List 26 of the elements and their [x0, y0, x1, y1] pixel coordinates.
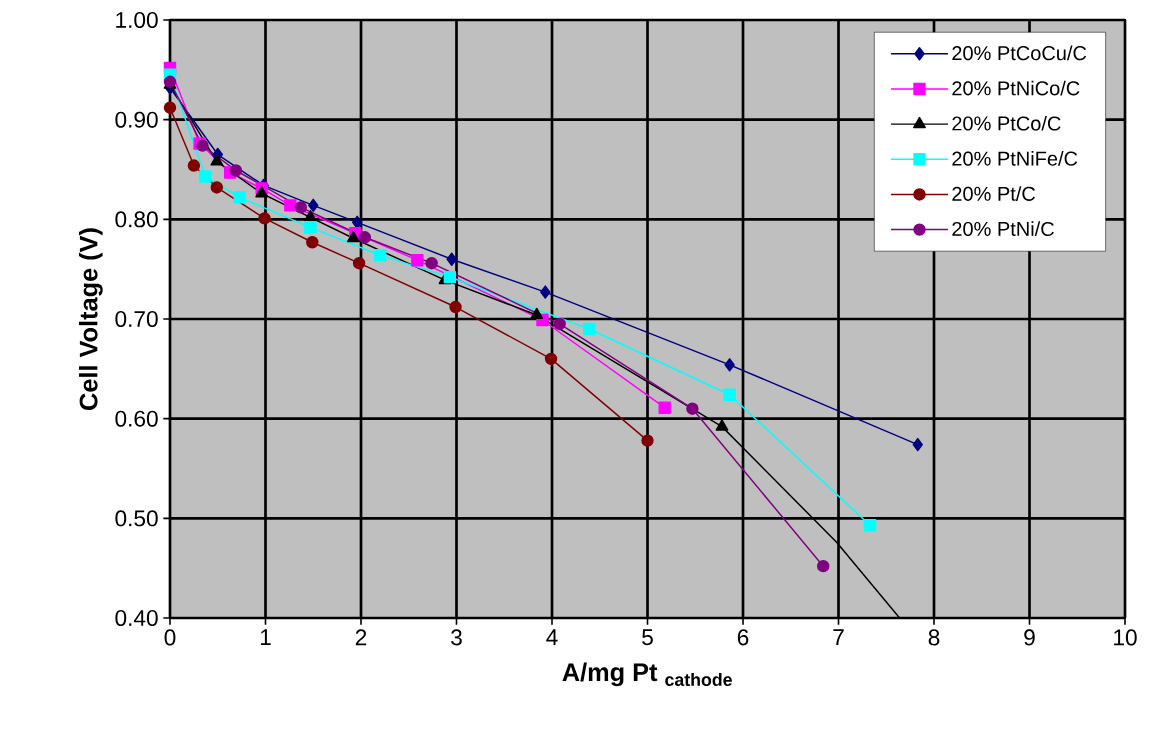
x-tick-label: 3: [451, 629, 462, 646]
x-tick-label: 2: [355, 629, 367, 646]
x-axis-title: A/mg Pt $_{cathode}$: [562, 662, 732, 687]
legend-label: 20% Pt/C: [952, 186, 1036, 201]
x-tick-label: 4: [546, 629, 558, 645]
x-tick-label: 6: [737, 629, 749, 646]
y-tick-label: 0.50: [115, 510, 158, 527]
y-tick-label: 0.80: [115, 211, 158, 228]
x-tick-label: 7: [833, 629, 844, 645]
legend-label: 20% PtCo/C: [952, 115, 1061, 131]
legend-label: 20% PtNiCo/C: [952, 80, 1080, 96]
x-tick-label: 1: [260, 629, 271, 645]
y-tick-label: 0.70: [115, 310, 158, 328]
y-tick-label: 0.60: [115, 410, 158, 427]
x-tick-label: 10: [1114, 629, 1137, 646]
y-axis-title: Cell Voltage (V): [78, 228, 103, 410]
y-tick-label: 1.00: [116, 11, 158, 29]
legend-label: 20% PtNi/C: [952, 221, 1054, 237]
x-tick-label: 9: [1024, 629, 1035, 646]
legend-label: 20% PtCoCu/C: [952, 45, 1087, 61]
y-tick-label: 0.90: [115, 111, 158, 128]
x-tick-label: 0: [164, 629, 176, 646]
y-tick-label: 0.40: [115, 609, 158, 627]
legend-label: 20% PtNiFe/C: [952, 151, 1078, 166]
x-tick-label: 5: [642, 629, 653, 646]
x-tick-label: 8: [928, 629, 940, 646]
